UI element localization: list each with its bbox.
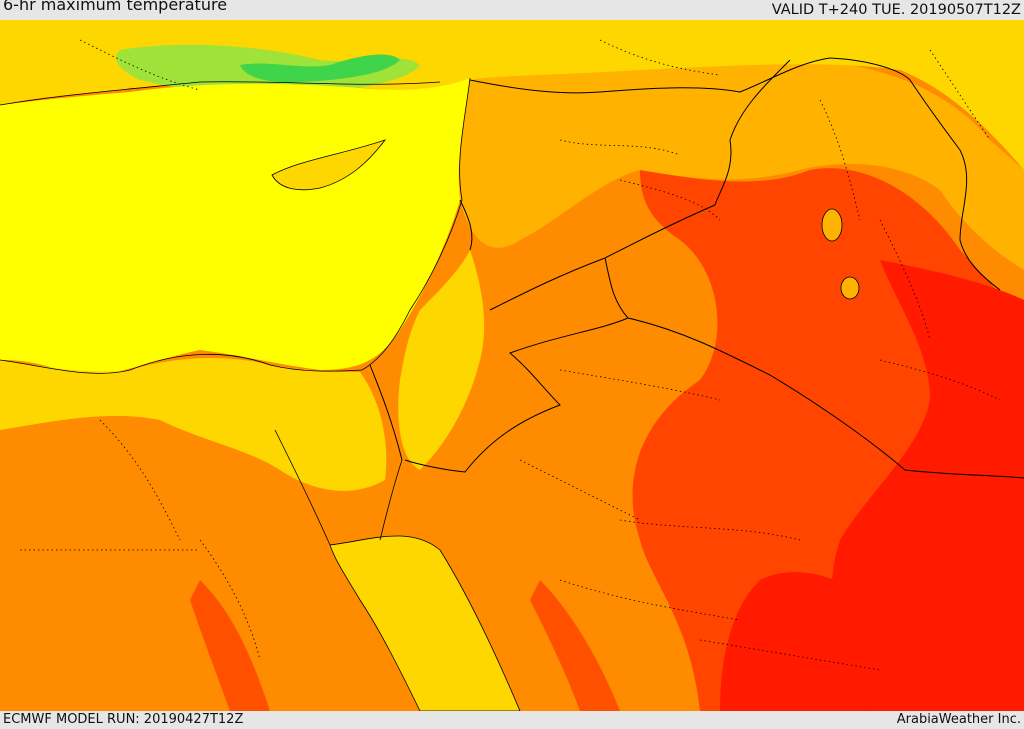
egypt-coast-warm xyxy=(0,358,387,491)
map-title: 6-hr maximum temperature xyxy=(3,0,228,14)
coast-sinai-west xyxy=(274,429,331,546)
border-turkey-syria xyxy=(469,57,911,94)
lake-habbaniyah xyxy=(840,276,860,300)
coast-levant xyxy=(361,77,471,371)
hottest-region-east xyxy=(831,260,1024,711)
coastlines xyxy=(0,77,471,546)
border-lebanon xyxy=(459,199,473,251)
cyprus-island xyxy=(271,139,387,191)
border-iraq-iran xyxy=(909,79,1001,291)
country-borders xyxy=(369,57,1024,479)
footer-bar: ECMWF MODEL RUN: 20190427T12Z ArabiaWeat… xyxy=(0,711,1024,729)
border-jordan-iraq xyxy=(604,257,629,319)
hottest-patch-south xyxy=(720,572,889,711)
border-syria-iraq xyxy=(714,59,791,206)
red-coast-west xyxy=(190,580,270,711)
red-sea xyxy=(329,535,521,711)
border-jordan-saudi xyxy=(404,317,629,473)
credit-text: ArabiaWeather Inc. xyxy=(896,712,1021,727)
header-bar: 6-hr maximum temperature VALID T+240 TUE… xyxy=(0,0,1024,20)
lake-tharthar xyxy=(821,208,843,242)
coast-turkey xyxy=(0,81,441,106)
valid-time: VALID T+240 TUE. 20190507T12Z xyxy=(771,2,1021,18)
green-core-turkey xyxy=(240,54,400,83)
border-iraq-saudi xyxy=(627,317,1024,479)
mediterranean-sea xyxy=(0,78,470,375)
model-run: ECMWF MODEL RUN: 20190427T12Z xyxy=(3,712,244,727)
border-egypt-israel xyxy=(369,364,403,461)
red-coast-east xyxy=(530,580,620,711)
temperature-map xyxy=(0,20,1024,711)
coast-egypt xyxy=(0,353,363,374)
warm-band-north xyxy=(454,60,1024,270)
province-borders xyxy=(19,39,1001,671)
levant-strip xyxy=(398,250,485,470)
coast-sinai-east xyxy=(379,459,403,541)
